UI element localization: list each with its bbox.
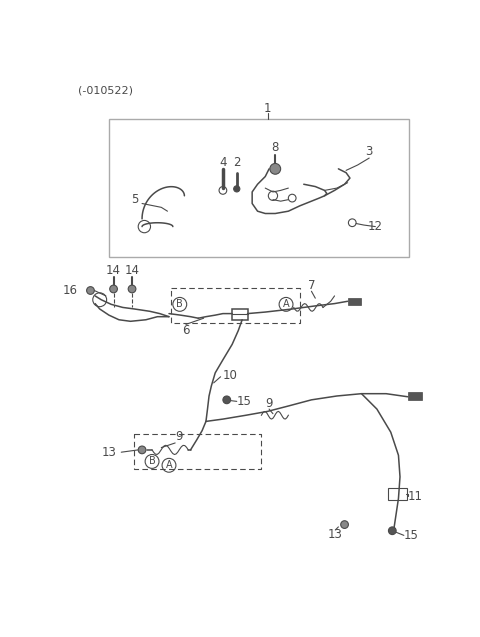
Text: A: A bbox=[166, 461, 172, 470]
Text: 5: 5 bbox=[131, 193, 138, 206]
Text: 13: 13 bbox=[328, 528, 343, 541]
Text: 4: 4 bbox=[219, 156, 227, 169]
Bar bbox=[388, 489, 407, 500]
Bar bbox=[232, 309, 248, 320]
Text: 16: 16 bbox=[63, 284, 78, 297]
Text: 9: 9 bbox=[265, 397, 273, 410]
Text: 2: 2 bbox=[233, 156, 240, 169]
Bar bbox=[348, 298, 361, 305]
Text: 14: 14 bbox=[106, 264, 121, 277]
Text: 3: 3 bbox=[365, 145, 373, 159]
Text: 12: 12 bbox=[368, 220, 383, 233]
Text: 15: 15 bbox=[404, 529, 419, 542]
Circle shape bbox=[388, 527, 396, 534]
Text: B: B bbox=[177, 299, 183, 310]
Circle shape bbox=[110, 285, 118, 293]
Text: 9: 9 bbox=[175, 431, 183, 443]
Text: (-010522): (-010522) bbox=[78, 86, 133, 96]
Circle shape bbox=[234, 186, 240, 192]
Text: 1: 1 bbox=[264, 103, 271, 115]
Bar bbox=[109, 118, 409, 257]
Text: B: B bbox=[149, 457, 156, 466]
Circle shape bbox=[138, 446, 146, 454]
Circle shape bbox=[341, 520, 348, 529]
Circle shape bbox=[128, 285, 136, 293]
Text: 7: 7 bbox=[308, 280, 315, 292]
Circle shape bbox=[86, 287, 94, 294]
Text: 10: 10 bbox=[223, 369, 238, 382]
Text: A: A bbox=[283, 299, 289, 310]
Text: 15: 15 bbox=[237, 395, 252, 408]
Circle shape bbox=[223, 396, 230, 404]
Text: 8: 8 bbox=[272, 141, 279, 154]
Circle shape bbox=[270, 164, 281, 175]
Text: 14: 14 bbox=[124, 264, 140, 277]
Text: 6: 6 bbox=[182, 324, 190, 337]
Text: 13: 13 bbox=[102, 446, 117, 459]
Bar bbox=[408, 392, 421, 400]
Text: 11: 11 bbox=[408, 490, 423, 503]
